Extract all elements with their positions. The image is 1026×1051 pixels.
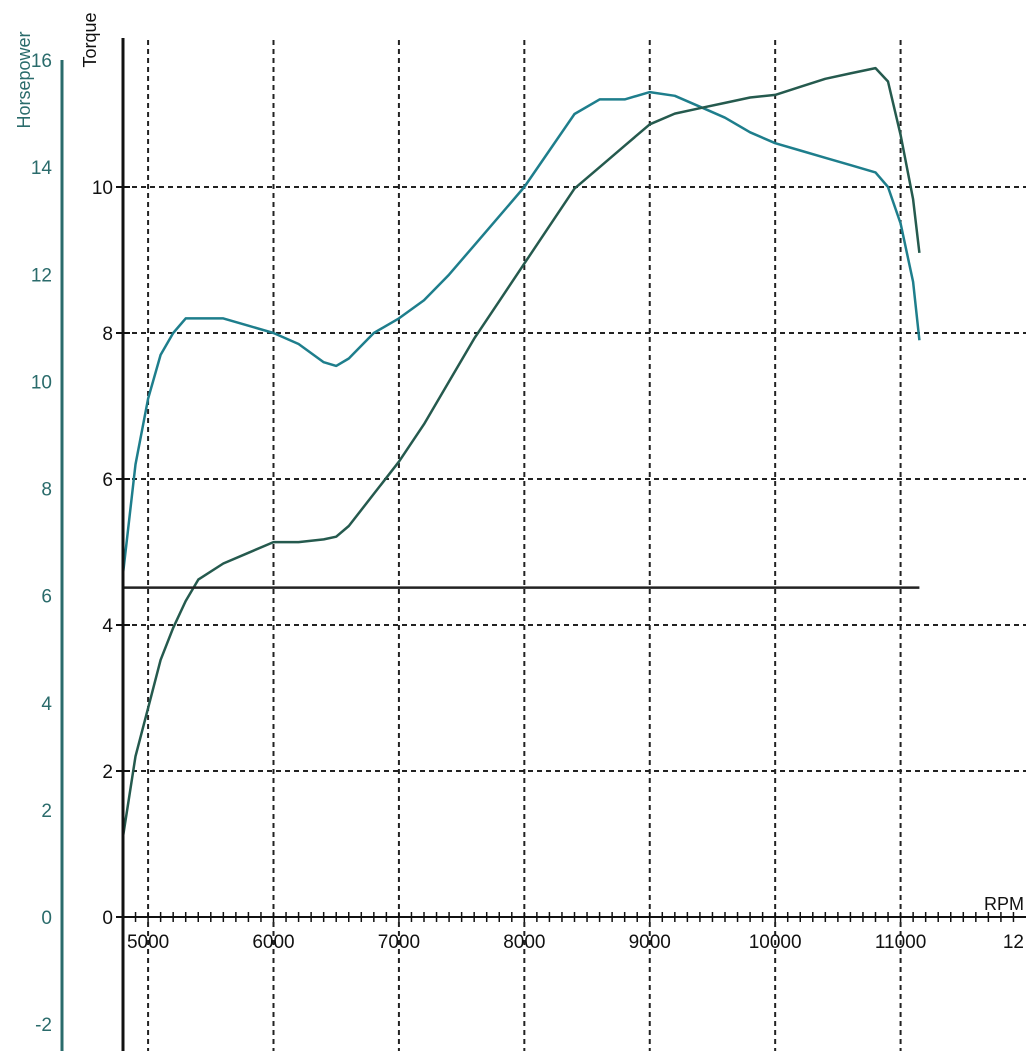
rpm-tick-label: 6000 [252,932,294,953]
rpm-tick-label: 10000 [749,932,802,953]
torque-tick-label: 6 [102,470,113,491]
torque-tick-label: 10 [92,178,113,199]
torque-tick-label: 2 [102,762,113,783]
horsepower-tick-label: 14 [31,158,53,179]
rpm-tick-label: 12 [1003,932,1024,953]
horsepower-curve [121,66,921,837]
torque-tick-label: 0 [102,908,113,929]
torque-tick-label: 8 [102,324,113,345]
horsepower-tick-label: 10 [31,372,52,393]
rpm-axis-title: RPM [984,894,1024,914]
torque-axis-title: Torque [80,12,100,67]
rpm-tick-label: 8000 [503,932,545,953]
rpm-tick-label: 9000 [629,932,671,953]
rpm-tick-label: 11000 [875,932,926,953]
rpm-tick-label: 5000 [127,932,169,953]
horsepower-tick-label: -2 [35,1015,52,1036]
horsepower-tick-label: 0 [41,908,52,929]
horsepower-tick-label: 2 [41,801,52,822]
rpm-tick-label: 7000 [378,932,420,953]
horsepower-tick-label: 4 [41,694,52,715]
labels-layer: 5000 6000 7000 8000 9000 10000 11000 12 RPM 0 2 4 6 8… [14,12,1024,1036]
axes-layer [60,38,1026,1051]
horsepower-tick-label: 16 [31,51,52,72]
horsepower-tick-label: 8 [41,480,52,501]
torque-tick-label: 4 [102,616,113,637]
series-layer [121,66,921,837]
horsepower-tick-label: 12 [31,265,52,286]
horsepower-tick-label: 6 [41,587,52,608]
torque-curve [121,90,921,575]
horsepower-axis-title: Horsepower [14,31,34,128]
